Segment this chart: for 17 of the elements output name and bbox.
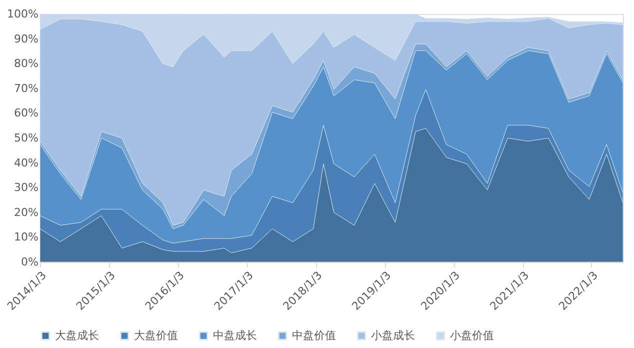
y-tick-label: 100% bbox=[7, 8, 38, 20]
y-tick-label: 0% bbox=[21, 256, 38, 268]
y-tick-label: 80% bbox=[14, 57, 38, 70]
y-tick-label: 50% bbox=[14, 132, 38, 144]
y-tick-label: 70% bbox=[14, 82, 38, 95]
y-tick-label: 20% bbox=[14, 206, 38, 219]
y-tick-label: 40% bbox=[14, 156, 38, 170]
y-tick-label: 90% bbox=[14, 32, 38, 46]
y-tick-label: 30% bbox=[14, 181, 38, 194]
legend-label: 中盘价值 bbox=[292, 328, 336, 342]
legend-label: 小盘价值 bbox=[450, 328, 494, 342]
legend-label: 大盘价值 bbox=[134, 328, 178, 342]
legend-label: 中盘成长 bbox=[213, 328, 257, 342]
y-tick-label: 10% bbox=[14, 230, 38, 244]
legend-label: 大盘成长 bbox=[55, 328, 99, 342]
y-tick-label: 60% bbox=[14, 106, 38, 120]
legend-label: 小盘成长 bbox=[371, 328, 415, 342]
